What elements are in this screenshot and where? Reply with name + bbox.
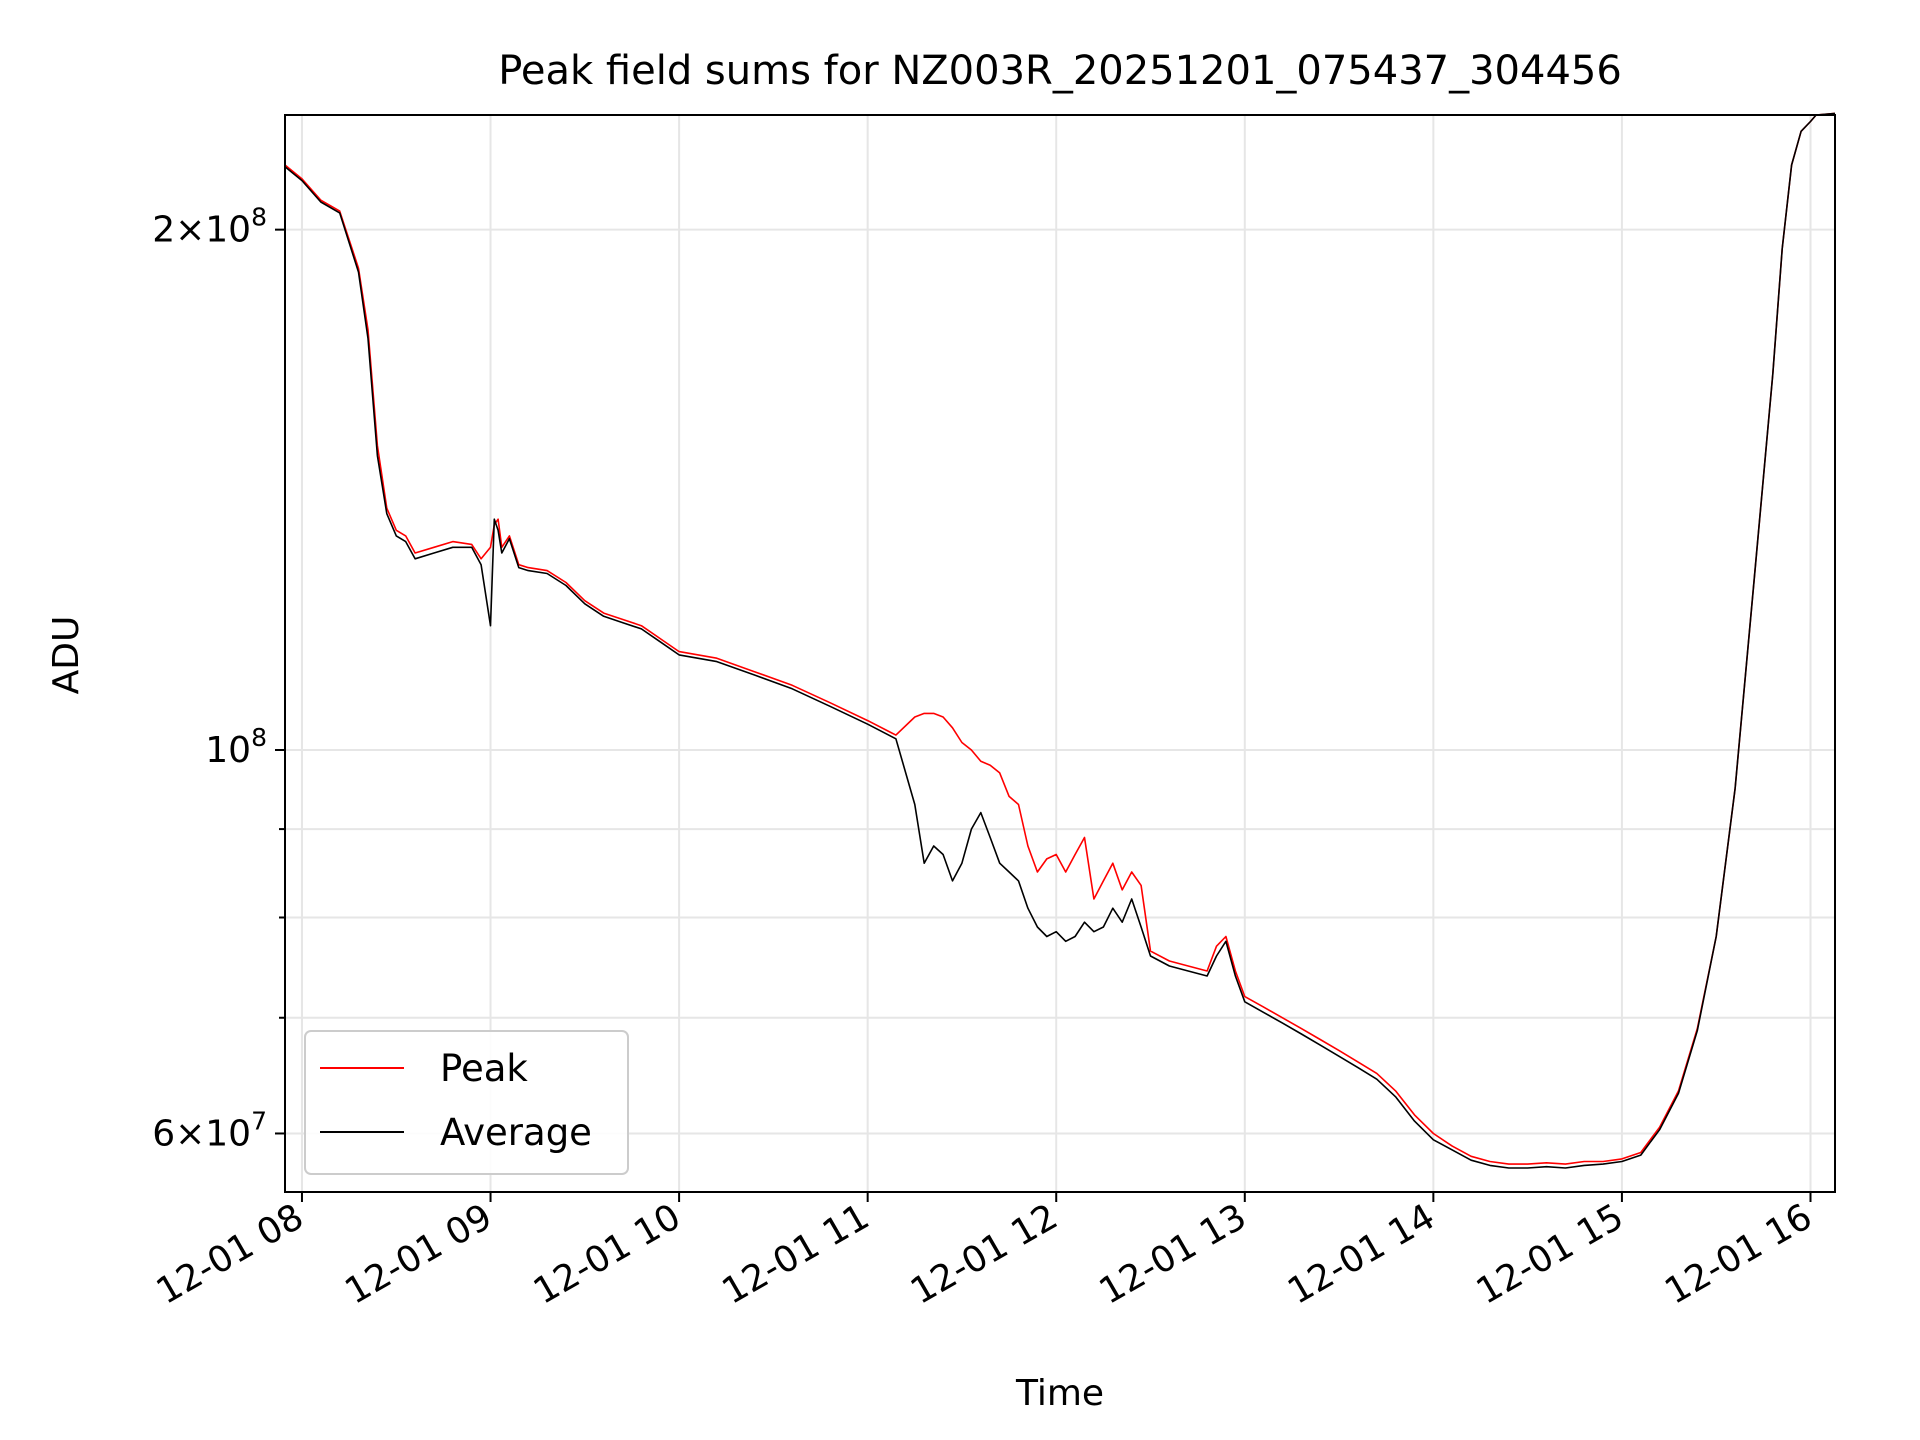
plot-frame [284, 114, 1836, 1193]
y-tick-exponent: 7 [251, 1106, 267, 1135]
legend: Peak Average [304, 1030, 629, 1175]
y-axis-label: ADU [46, 616, 87, 695]
series-line-average [284, 112, 1836, 1169]
grid [285, 115, 1835, 1192]
y-tick-label: 108 [205, 723, 267, 771]
y-tick-exponent: 8 [251, 203, 267, 232]
y-tick-base: 10 [205, 1113, 251, 1154]
y-tick-mantissa: 6 [152, 1113, 175, 1154]
y-tick-label: 6×107 [152, 1106, 267, 1154]
y-tick-times: × [175, 210, 205, 251]
series-group [284, 112, 1836, 1169]
y-tick-mantissa: 2 [152, 210, 175, 251]
y-tick-times: × [175, 1113, 205, 1154]
series-line-peak [284, 112, 1836, 1165]
y-tick-label: 2×108 [152, 203, 267, 251]
legend-label-average: Average [440, 1111, 592, 1154]
legend-label-peak: Peak [440, 1047, 528, 1090]
y-tick-base: 10 [205, 730, 251, 771]
y-tick-base: 10 [205, 210, 251, 251]
y-tick-exponent: 8 [251, 723, 267, 752]
x-axis-label: Time [1015, 1373, 1104, 1414]
legend-box [304, 1030, 629, 1175]
chart-title: Peak field sums for NZ003R_20251201_0754… [498, 48, 1622, 94]
